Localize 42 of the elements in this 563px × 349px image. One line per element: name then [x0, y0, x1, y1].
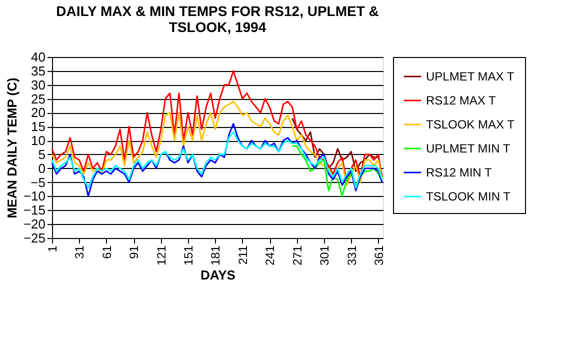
legend-label: TSLOOK MAX T	[426, 118, 516, 132]
x-tick-label: 211	[236, 245, 250, 265]
legend-label: RS12 MAX T	[426, 94, 496, 108]
y-tick-label: −5	[30, 174, 46, 190]
y-tick-label: 25	[31, 91, 46, 106]
line-series	[51, 70, 383, 184]
y-tick-label: 35	[31, 63, 46, 78]
line-series	[51, 123, 383, 197]
y-axis-title: MEAN DAILY TEMP (C)	[4, 78, 20, 218]
y-tick-label: 0	[38, 160, 46, 176]
chart-title: DAILY MAX & MIN TEMPS FOR RS12, UPLMET & TSLOOK, 1994	[56, 3, 379, 35]
x-axis-title: DAYS	[200, 268, 236, 283]
y-tick-label: 5	[38, 146, 46, 162]
x-tick-label: 91	[127, 245, 142, 259]
x-tick-label: 331	[344, 245, 359, 266]
x-tick-label: 121	[154, 245, 168, 266]
y-tick-label: 20	[31, 105, 46, 120]
x-tick-label: 301	[318, 245, 332, 266]
legend-label: UPLMET MAX T	[426, 70, 515, 84]
legend-label: RS12 MIN T	[426, 166, 492, 180]
legend-label: UPLMET MIN T	[426, 142, 511, 156]
x-tick-label: 181	[208, 245, 223, 266]
x-tick-label: 1	[46, 245, 60, 252]
line-series	[292, 145, 383, 197]
x-tick-label: 31	[72, 245, 87, 259]
x-tick-label: 61	[100, 245, 114, 259]
y-tick-label: −20	[23, 216, 46, 232]
x-tick-label: 361	[372, 245, 386, 266]
line-series	[51, 100, 383, 186]
y-tick-label: −10	[23, 188, 46, 204]
y-tick-label: −25	[23, 230, 46, 246]
x-tick-label: 241	[263, 245, 278, 266]
y-tick-label: 15	[31, 119, 46, 134]
y-tick-label: −15	[23, 202, 46, 218]
y-tick-label: 10	[31, 133, 46, 148]
x-tick-label: 151	[182, 245, 196, 266]
legend-label: TSLOOK MIN T	[426, 190, 512, 204]
x-tick-label: 271	[290, 245, 304, 266]
line-series	[51, 131, 383, 189]
y-tick-label: 30	[31, 77, 46, 92]
line-series	[292, 118, 383, 178]
y-tick-label: 40	[31, 50, 46, 64]
